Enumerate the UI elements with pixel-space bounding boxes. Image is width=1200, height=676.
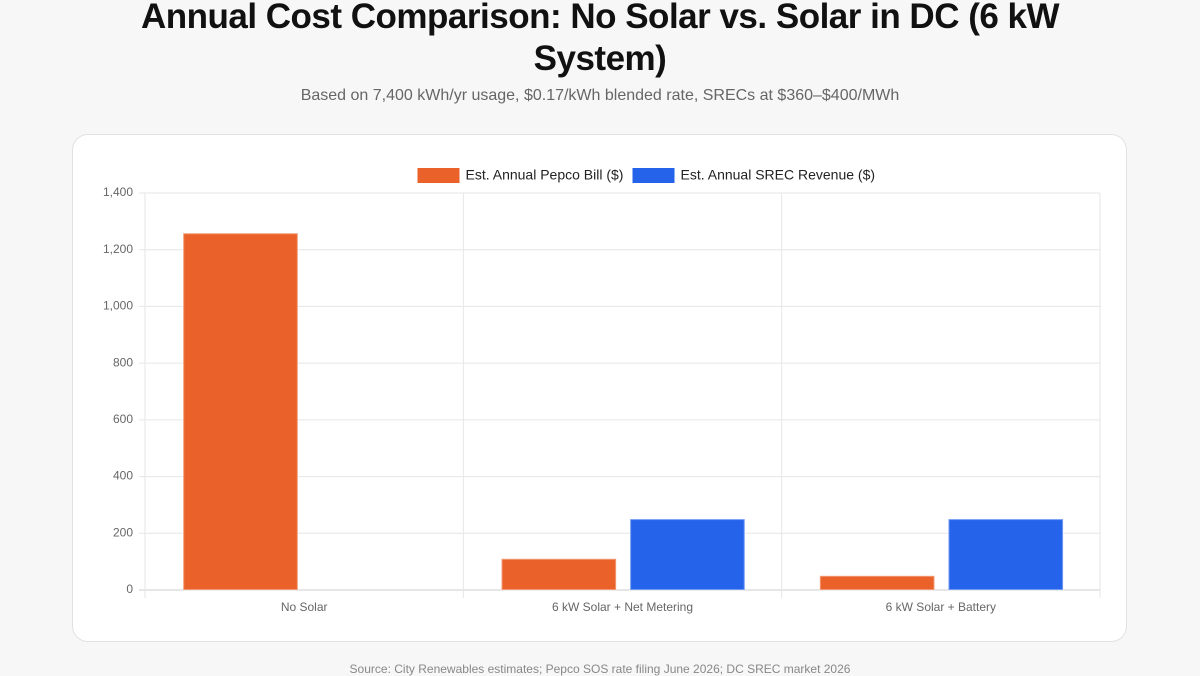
subtitle: Based on 7,400 kWh/yr usage, $0.17/kWh b… [300, 87, 900, 104]
x-tick-label: 6 kW Solar + Net Metering [552, 600, 693, 614]
y-tick-label: 0 [126, 582, 133, 596]
page-title: Annual Cost Comparison: No Solar vs. Sol… [140, 0, 1060, 78]
bar [629, 518, 746, 591]
bar [500, 557, 618, 591]
source-note: Source: City Renewables estimates; Pepco… [349, 662, 851, 676]
y-tick-label: 400 [113, 469, 133, 483]
y-tick-label: 600 [113, 412, 133, 426]
legend-swatch [417, 168, 460, 183]
legend-label: Est. Annual SREC Revenue ($) [681, 167, 876, 183]
bar [818, 574, 936, 591]
y-tick-label: 200 [113, 525, 133, 539]
y-tick-label: 1,400 [103, 185, 133, 199]
y-tick-label: 800 [113, 355, 133, 369]
legend-swatch [632, 168, 675, 183]
x-tick-label: No Solar [281, 600, 328, 614]
y-tick-label: 1,200 [103, 242, 133, 256]
x-tick-label: 6 kW Solar + Battery [886, 600, 996, 614]
bar [947, 518, 1065, 591]
bar [182, 232, 299, 591]
y-tick-label: 1,000 [103, 299, 133, 313]
legend-label: Est. Annual Pepco Bill ($) [466, 167, 624, 183]
